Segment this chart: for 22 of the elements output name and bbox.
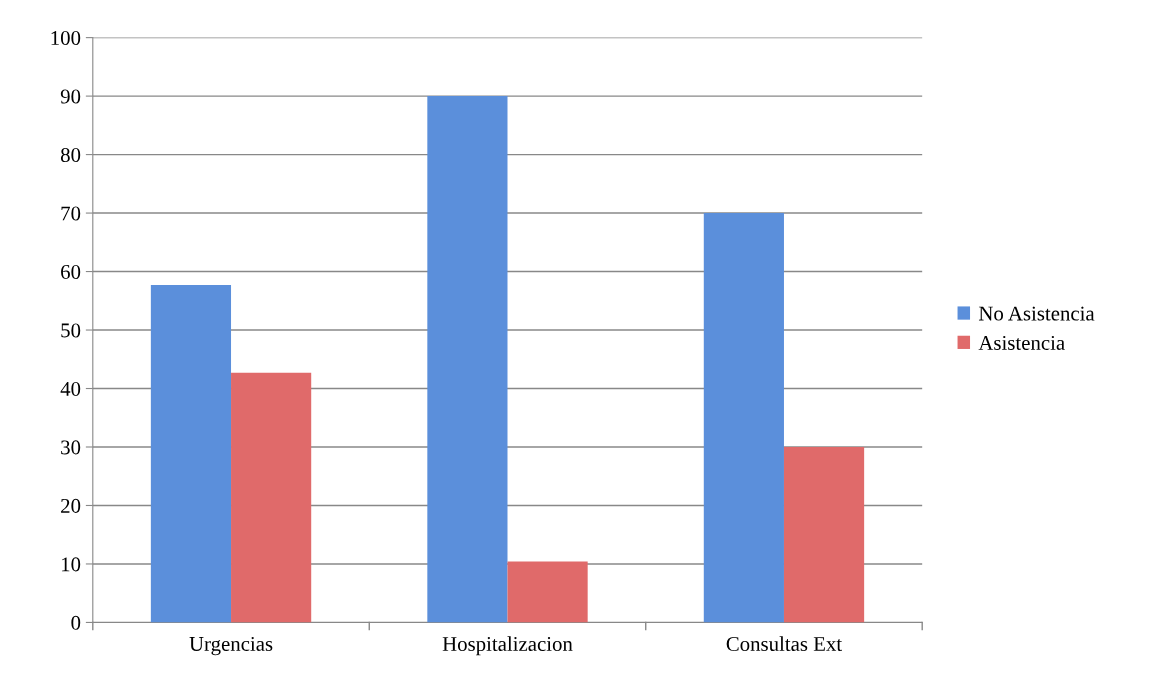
bar [427, 96, 508, 623]
y-tick-label: 60 [61, 264, 81, 279]
bar [507, 561, 588, 623]
bar [150, 285, 232, 623]
bar [783, 446, 865, 623]
x-tick-label: Hospitalizacion [442, 636, 573, 656]
legend-label: Asistencia [978, 335, 1065, 350]
y-tick-label: 10 [61, 557, 81, 572]
y-tick-label: 0 [71, 615, 81, 630]
bar [231, 372, 312, 623]
y-tick-label: 30 [61, 440, 81, 455]
x-tick-label: Urgencias [189, 636, 273, 656]
y-tick-label: 40 [60, 381, 81, 396]
x-tick-label: Consultas Ext [726, 636, 843, 651]
y-tick-label: 20 [61, 498, 81, 513]
y-tick-label: 100 [51, 30, 81, 46]
bar [703, 213, 784, 623]
y-tick-label: 70 [61, 206, 81, 221]
legend-label: No Asistencia [978, 306, 1095, 321]
y-tick-label: 90 [60, 89, 81, 104]
y-tick-label: 80 [60, 147, 81, 163]
y-tick-label: 50 [61, 323, 81, 338]
